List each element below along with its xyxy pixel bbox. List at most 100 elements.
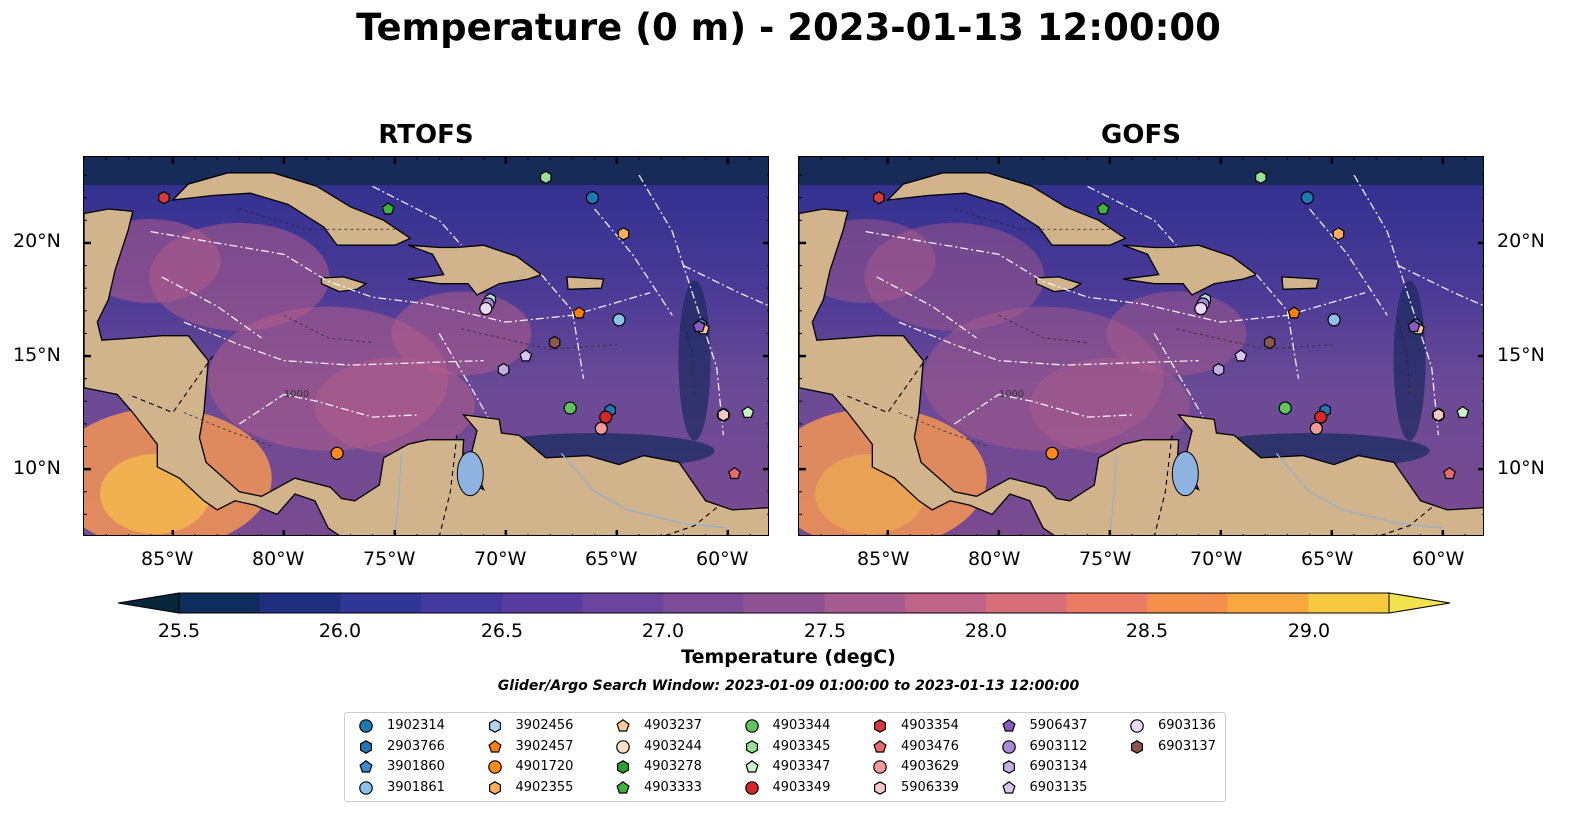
float-marker-4903345[interactable]: [1255, 170, 1267, 185]
float-marker-4903349[interactable]: [599, 410, 613, 424]
legend-marker: [359, 780, 373, 795]
colorbar-tick-label: 28.5: [1125, 620, 1169, 642]
float-marker-1902314[interactable]: [585, 191, 599, 205]
lat-tick-label: 10°N: [13, 457, 61, 479]
colorbar-label: Temperature (degC): [681, 646, 896, 668]
legend-marker: [744, 780, 759, 795]
legend-label: 4903349: [772, 779, 831, 795]
legend-label: 4903244: [644, 738, 702, 754]
float-marker-4903476[interactable]: [728, 466, 741, 480]
legend-label: 4903347: [772, 759, 831, 774]
legend-label: 3901861: [387, 779, 445, 795]
colorbar-extend-high: [1388, 592, 1451, 614]
float-marker-4903347[interactable]: [1456, 405, 1470, 418]
colorbar-tick-label: 27.0: [641, 620, 685, 642]
panel-title-gofs: GOFS: [1101, 120, 1181, 150]
lat-tick-label: 10°N: [1497, 457, 1545, 479]
float-marker-3901861[interactable]: [612, 313, 626, 327]
legend-marker: [745, 739, 758, 754]
colorbar-extend-low: [117, 592, 180, 614]
legend-label: 4903344: [772, 718, 831, 733]
float-marker-6903135[interactable]: [1234, 349, 1248, 362]
float-marker-6903134[interactable]: [1212, 362, 1225, 377]
float-marker-6903136[interactable]: [1194, 301, 1208, 316]
float-marker-5906339[interactable]: [1432, 408, 1445, 422]
float-marker-4903344[interactable]: [1278, 401, 1292, 415]
float-marker-6903137[interactable]: [548, 335, 561, 350]
map-canvas: 1000: [84, 157, 768, 535]
lat-tick-label: 20°N: [13, 230, 61, 252]
search-window-text: Glider/Argo Search Window: 2023-01-09 01…: [497, 678, 1080, 694]
lon-tick-label: 60°W: [696, 548, 749, 570]
legend-marker: [616, 760, 629, 774]
float-marker-6903135[interactable]: [519, 349, 533, 362]
lon-tick-label: 85°W: [857, 548, 910, 570]
float-marker-6903137[interactable]: [1263, 335, 1276, 350]
legend-label: 4903354: [901, 718, 959, 733]
float-marker-1902314[interactable]: [1300, 191, 1314, 205]
lon-tick-label: 70°W: [474, 548, 527, 570]
lon-tick-label: 75°W: [363, 548, 416, 570]
legend-label: 4903278: [644, 759, 702, 774]
float-marker-6903136[interactable]: [479, 301, 493, 316]
float-marker-4903349[interactable]: [1314, 410, 1328, 424]
lon-tick-label: 65°W: [1301, 548, 1354, 570]
float-marker-4903333[interactable]: [381, 202, 395, 215]
rtofs-map[interactable]: 1000: [83, 156, 769, 536]
legend-label: 6903137: [1158, 738, 1216, 754]
float-marker-4903354[interactable]: [158, 191, 170, 205]
legend-label: 3902457: [515, 738, 574, 754]
legend-marker: [488, 719, 501, 733]
float-marker-5906437[interactable]: [692, 319, 706, 333]
isobath-label: 1000: [999, 389, 1024, 400]
lat-tick-label: 15°N: [13, 344, 61, 366]
float-marker-4901720[interactable]: [1045, 446, 1059, 460]
legend-marker: [359, 719, 373, 733]
legend-marker: [359, 739, 372, 754]
float-marker-3901861[interactable]: [1327, 313, 1341, 327]
lon-tick-label: 85°W: [141, 548, 194, 570]
float-marker-6903134[interactable]: [497, 362, 510, 377]
map-canvas: 1000: [799, 157, 1483, 535]
lon-tick-label: 80°W: [968, 548, 1021, 570]
float-marker-4902355[interactable]: [1332, 227, 1345, 241]
colorbar-tick-label: 26.0: [318, 620, 362, 642]
legend-marker: [873, 719, 886, 733]
legend-marker: [359, 760, 373, 773]
float-marker-4902355[interactable]: [617, 227, 630, 241]
float-marker-5906339[interactable]: [717, 408, 730, 422]
lon-tick-label: 60°W: [1412, 548, 1465, 570]
float-marker-4903629[interactable]: [1309, 421, 1323, 436]
lon-tick-label: 70°W: [1190, 548, 1243, 570]
gofs-map[interactable]: 1000: [798, 156, 1484, 536]
legend-marker: [1001, 780, 1016, 794]
float-marker-4903345[interactable]: [540, 170, 552, 185]
legend-marker: [488, 780, 501, 795]
legend-marker: [1130, 739, 1143, 754]
float-marker-3902457[interactable]: [572, 306, 586, 319]
float-marker-4903344[interactable]: [563, 401, 577, 415]
float-marker-4903629[interactable]: [594, 421, 608, 436]
colorbar-tick-label: 26.5: [480, 620, 524, 642]
legend-label: 4903476: [901, 738, 959, 754]
lat-tick-label: 20°N: [1497, 230, 1545, 252]
float-marker-3902457[interactable]: [1287, 306, 1301, 319]
legend-marker: [616, 780, 630, 794]
legend-marker: [744, 760, 759, 773]
legend-label: 6903112: [1029, 738, 1088, 754]
legend-label: 4903237: [644, 718, 702, 733]
legend-marker: [873, 739, 887, 753]
float-marker-4903333[interactable]: [1096, 202, 1110, 215]
legend-label: 4903629: [901, 759, 959, 774]
lon-tick-label: 75°W: [1079, 548, 1132, 570]
legend-marker: [1001, 739, 1016, 754]
legend-label: 5906437: [1029, 718, 1088, 733]
float-marker-5906437[interactable]: [1407, 319, 1421, 333]
panel-title-rtofs: RTOFS: [378, 120, 474, 150]
float-marker-4903476[interactable]: [1443, 466, 1456, 480]
legend-label: 1902314: [387, 718, 445, 733]
float-marker-4901720[interactable]: [330, 446, 344, 460]
float-marker-4903347[interactable]: [741, 405, 755, 418]
colorbar-tick-label: 27.5: [803, 620, 847, 642]
float-marker-4903354[interactable]: [873, 191, 885, 205]
